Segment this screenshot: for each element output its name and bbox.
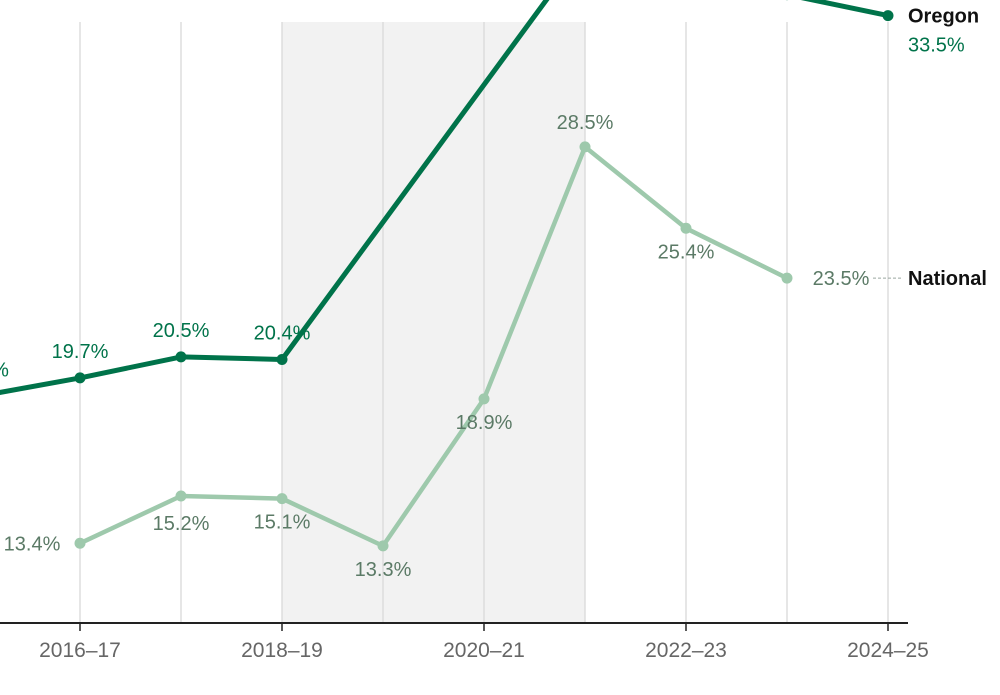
data-label-oregon-2015–16: % bbox=[0, 359, 9, 381]
point-national-2023–24 bbox=[781, 272, 793, 284]
point-oregon-2017–18 bbox=[175, 351, 187, 363]
tick-label-2016–17: 2016–17 bbox=[39, 639, 121, 662]
series-name-national: National bbox=[908, 268, 987, 290]
data-label-national-2022–23: 25.4% bbox=[658, 241, 715, 263]
point-national-2018–19 bbox=[276, 493, 288, 505]
point-national-2017–18 bbox=[175, 490, 187, 502]
series-line-national bbox=[77, 144, 790, 549]
point-national-2020–21 bbox=[478, 393, 490, 405]
point-national-2022–23 bbox=[680, 222, 692, 234]
point-national-2019–20 bbox=[377, 540, 389, 552]
tick-label-2020–21: 2020–21 bbox=[443, 639, 525, 662]
shaded-period bbox=[282, 22, 585, 623]
data-label-oregon-2016–17: 19.7% bbox=[52, 341, 109, 363]
data-label-oregon-2017–18: 20.5% bbox=[153, 320, 210, 342]
vertical-gridlines bbox=[79, 22, 889, 623]
data-label-national-2016–17: 13.4% bbox=[4, 533, 61, 555]
series-lines bbox=[0, 0, 894, 552]
point-oregon-2018–19 bbox=[276, 354, 288, 365]
series-end-labels: Oregon National bbox=[873, 6, 987, 290]
data-label-national-2018–19: 15.1% bbox=[254, 512, 311, 534]
shaded-period-band bbox=[282, 22, 585, 623]
point-oregon-2024–25 bbox=[882, 10, 894, 22]
tick-label-2018–19: 2018–19 bbox=[241, 639, 323, 662]
point-oregon-2016–17 bbox=[74, 372, 86, 384]
data-label-national-2023–24: 23.5% bbox=[813, 268, 870, 290]
data-label-oregon-2024–25: 33.5% bbox=[908, 35, 965, 57]
data-label-national-2020–21: 18.9% bbox=[456, 412, 513, 434]
data-labels: 13.4% 15.2% 15.1% 13.3% 18.9% 28.5% 25.4% 23.5%… bbox=[0, 35, 965, 581]
tick-label-2022–23: 2022–23 bbox=[645, 639, 727, 662]
data-label-national-2021–22: 28.5% bbox=[557, 112, 614, 134]
series-name-oregon: Oregon bbox=[908, 6, 979, 28]
data-label-national-2017–18: 15.2% bbox=[153, 513, 210, 535]
point-national-2016–17 bbox=[74, 537, 86, 549]
data-label-oregon-2018–19: 20.4% bbox=[254, 323, 311, 345]
x-axis-tick-labels: 2016–17 2018–19 2020–21 2022–23 2024–25 bbox=[39, 623, 929, 662]
data-label-national-2019–20: 13.3% bbox=[355, 559, 412, 581]
point-national-2021–22 bbox=[579, 141, 591, 153]
series-line-oregon bbox=[0, 0, 891, 396]
tick-label-2024–25: 2024–25 bbox=[847, 639, 929, 662]
